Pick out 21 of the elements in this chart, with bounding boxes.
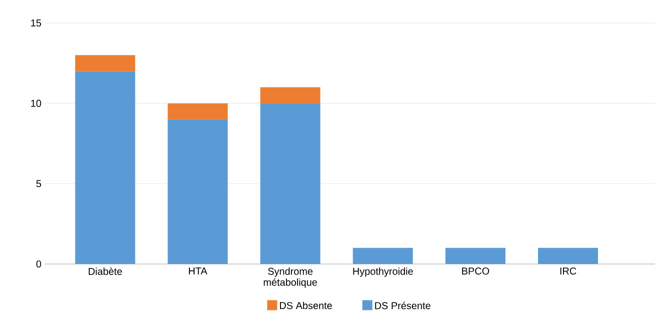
x-tick-label: IRC [560, 268, 576, 275]
bar [168, 103, 228, 120]
bar [352, 248, 413, 264]
bar [445, 248, 506, 264]
legend-label: DS Absente [280, 302, 332, 310]
bar [168, 119, 228, 264]
bar [260, 103, 320, 264]
bar [538, 248, 598, 264]
y-tick-label: 10 [31, 100, 42, 107]
y-tick-label: 5 [36, 180, 42, 188]
x-tick-label: BPCO [462, 268, 490, 275]
x-tick-label: Syndrome métabolique [264, 268, 317, 288]
x-tick-label: HTA [188, 268, 208, 274]
y-tick-label: 0 [36, 260, 42, 268]
bar [75, 71, 136, 264]
bar [260, 87, 320, 104]
x-tick-label: Diabète [88, 268, 122, 275]
y-tick-label: 15 [31, 20, 42, 26]
x-tick-label: Hypothyroidie [353, 268, 413, 277]
bar [75, 55, 136, 72]
legend-label: DS Présente [375, 302, 430, 310]
